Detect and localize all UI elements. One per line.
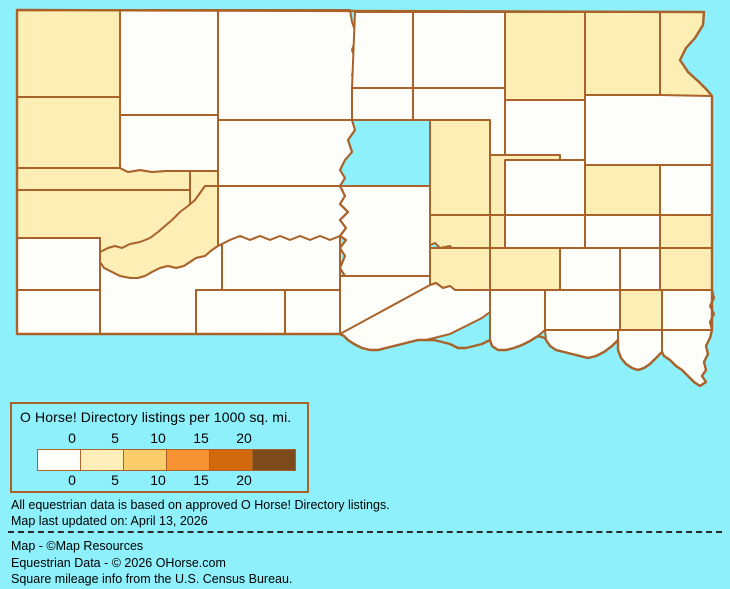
missouri-river-border <box>339 119 356 277</box>
legend: O Horse! Directory listings per 1000 sq.… <box>10 402 309 493</box>
county-custer-2 <box>16 237 101 291</box>
map-canvas <box>15 8 715 388</box>
county-corson <box>217 9 358 121</box>
county-stanley-2 <box>339 185 431 277</box>
legend-tick-top-5: 5 <box>111 430 119 446</box>
legend-swatch-5 <box>253 450 295 470</box>
county-buffalo <box>489 247 561 291</box>
county-butte-n <box>16 96 121 169</box>
legend-title: O Horse! Directory listings per 1000 sq.… <box>20 409 292 425</box>
legend-swatch-3 <box>167 450 210 470</box>
legend-color-ramp <box>37 449 296 471</box>
south-dakota-map <box>15 8 715 388</box>
credits-notes: Map - ©Map Resources Equestrian Data - ©… <box>11 538 711 588</box>
credit-map-source: Map - ©Map Resources <box>11 539 144 553</box>
note-data-basis: All equestrian data is based on approved… <box>11 498 390 512</box>
county-kingsbury <box>584 214 661 249</box>
legend-swatch-2 <box>124 450 167 470</box>
legend-ticks-bottom: 0 5 10 15 20 <box>12 472 311 489</box>
county-clark <box>584 164 661 216</box>
county-perkins <box>119 9 219 116</box>
legend-tick-top-0: 0 <box>68 430 76 446</box>
legend-tick-bottom-5: 5 <box>111 472 119 488</box>
county-mcpherson <box>412 11 506 89</box>
county-yankton <box>544 329 619 359</box>
legend-tick-top-15: 15 <box>193 430 209 446</box>
county-lyman-2 <box>429 247 491 291</box>
county-day <box>504 99 586 161</box>
county-ziebach <box>217 119 356 187</box>
legend-swatch-0 <box>38 450 81 470</box>
county-fall-river <box>16 289 101 335</box>
county-dewey-2 <box>119 114 219 173</box>
legend-tick-top-10: 10 <box>150 430 166 446</box>
county-harding <box>16 9 121 98</box>
legend-swatch-1 <box>81 450 124 470</box>
county-aurora <box>504 214 586 249</box>
county-brookings <box>659 214 713 249</box>
legend-tick-top-20: 20 <box>236 430 252 446</box>
legend-tick-bottom-10: 10 <box>150 472 166 488</box>
legend-tick-bottom-20: 20 <box>236 472 252 488</box>
credit-equestrian-data: Equestrian Data - © 2026 OHorse.com <box>11 555 226 570</box>
state-outline <box>15 8 714 388</box>
legend-ticks-top: 0 5 10 15 20 <box>12 430 311 447</box>
legend-tick-bottom-0: 0 <box>68 472 76 488</box>
legend-tick-bottom-15: 15 <box>193 472 209 488</box>
county-miner <box>619 247 661 291</box>
county-walworth <box>351 87 414 121</box>
county-sanborn <box>559 247 621 291</box>
big-sioux-river-border <box>709 289 715 331</box>
county-codington <box>659 164 713 216</box>
county-mellette <box>284 289 341 335</box>
county-campbell-2 <box>351 11 414 89</box>
footer-divider <box>8 531 722 533</box>
data-source-notes: All equestrian data is based on approved… <box>11 497 711 529</box>
county-charles-mix-2 <box>489 289 546 351</box>
county-todd-2 <box>195 289 286 335</box>
county-hamlin <box>504 159 586 216</box>
credit-square-mileage: Square mileage info from the U.S. Census… <box>11 572 293 586</box>
note-last-updated: Map last updated on: April 13, 2026 <box>11 514 208 528</box>
county-hutchinson-2 <box>619 289 663 331</box>
county-moody <box>659 247 713 291</box>
county-marshall <box>584 11 661 96</box>
county-layer <box>15 8 715 388</box>
legend-swatch-4 <box>210 450 253 470</box>
county-brown <box>504 11 586 101</box>
county-bennett <box>221 235 341 291</box>
